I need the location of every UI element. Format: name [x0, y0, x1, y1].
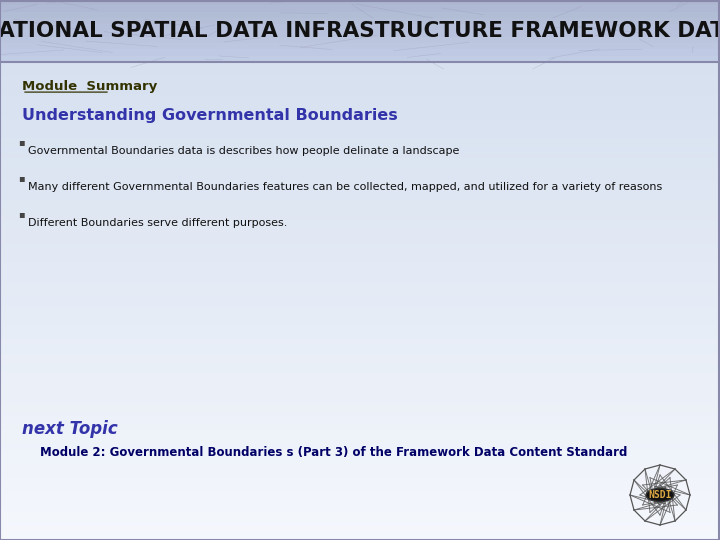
Text: ▪: ▪ [18, 137, 24, 147]
Text: NATIONAL SPATIAL DATA INFRASTRUCTURE FRAMEWORK DATA: NATIONAL SPATIAL DATA INFRASTRUCTURE FRA… [0, 21, 720, 41]
Text: ▪: ▪ [18, 209, 24, 219]
Text: next Topic: next Topic [22, 420, 118, 438]
Text: ▪: ▪ [18, 173, 24, 183]
Text: Module  Summary: Module Summary [22, 80, 157, 93]
Text: Understanding Governmental Boundaries: Understanding Governmental Boundaries [22, 108, 397, 123]
Text: Governmental Boundaries data is describes how people delinate a landscape: Governmental Boundaries data is describe… [28, 146, 459, 156]
Text: Module 2: Governmental Boundaries s (Part 3) of the Framework Data Content Stand: Module 2: Governmental Boundaries s (Par… [40, 446, 627, 459]
Ellipse shape [646, 489, 674, 502]
Text: NSDI: NSDI [648, 490, 672, 500]
Text: Different Boundaries serve different purposes.: Different Boundaries serve different pur… [28, 218, 287, 228]
Text: Many different Governmental Boundaries features can be collected, mapped, and ut: Many different Governmental Boundaries f… [28, 182, 662, 192]
